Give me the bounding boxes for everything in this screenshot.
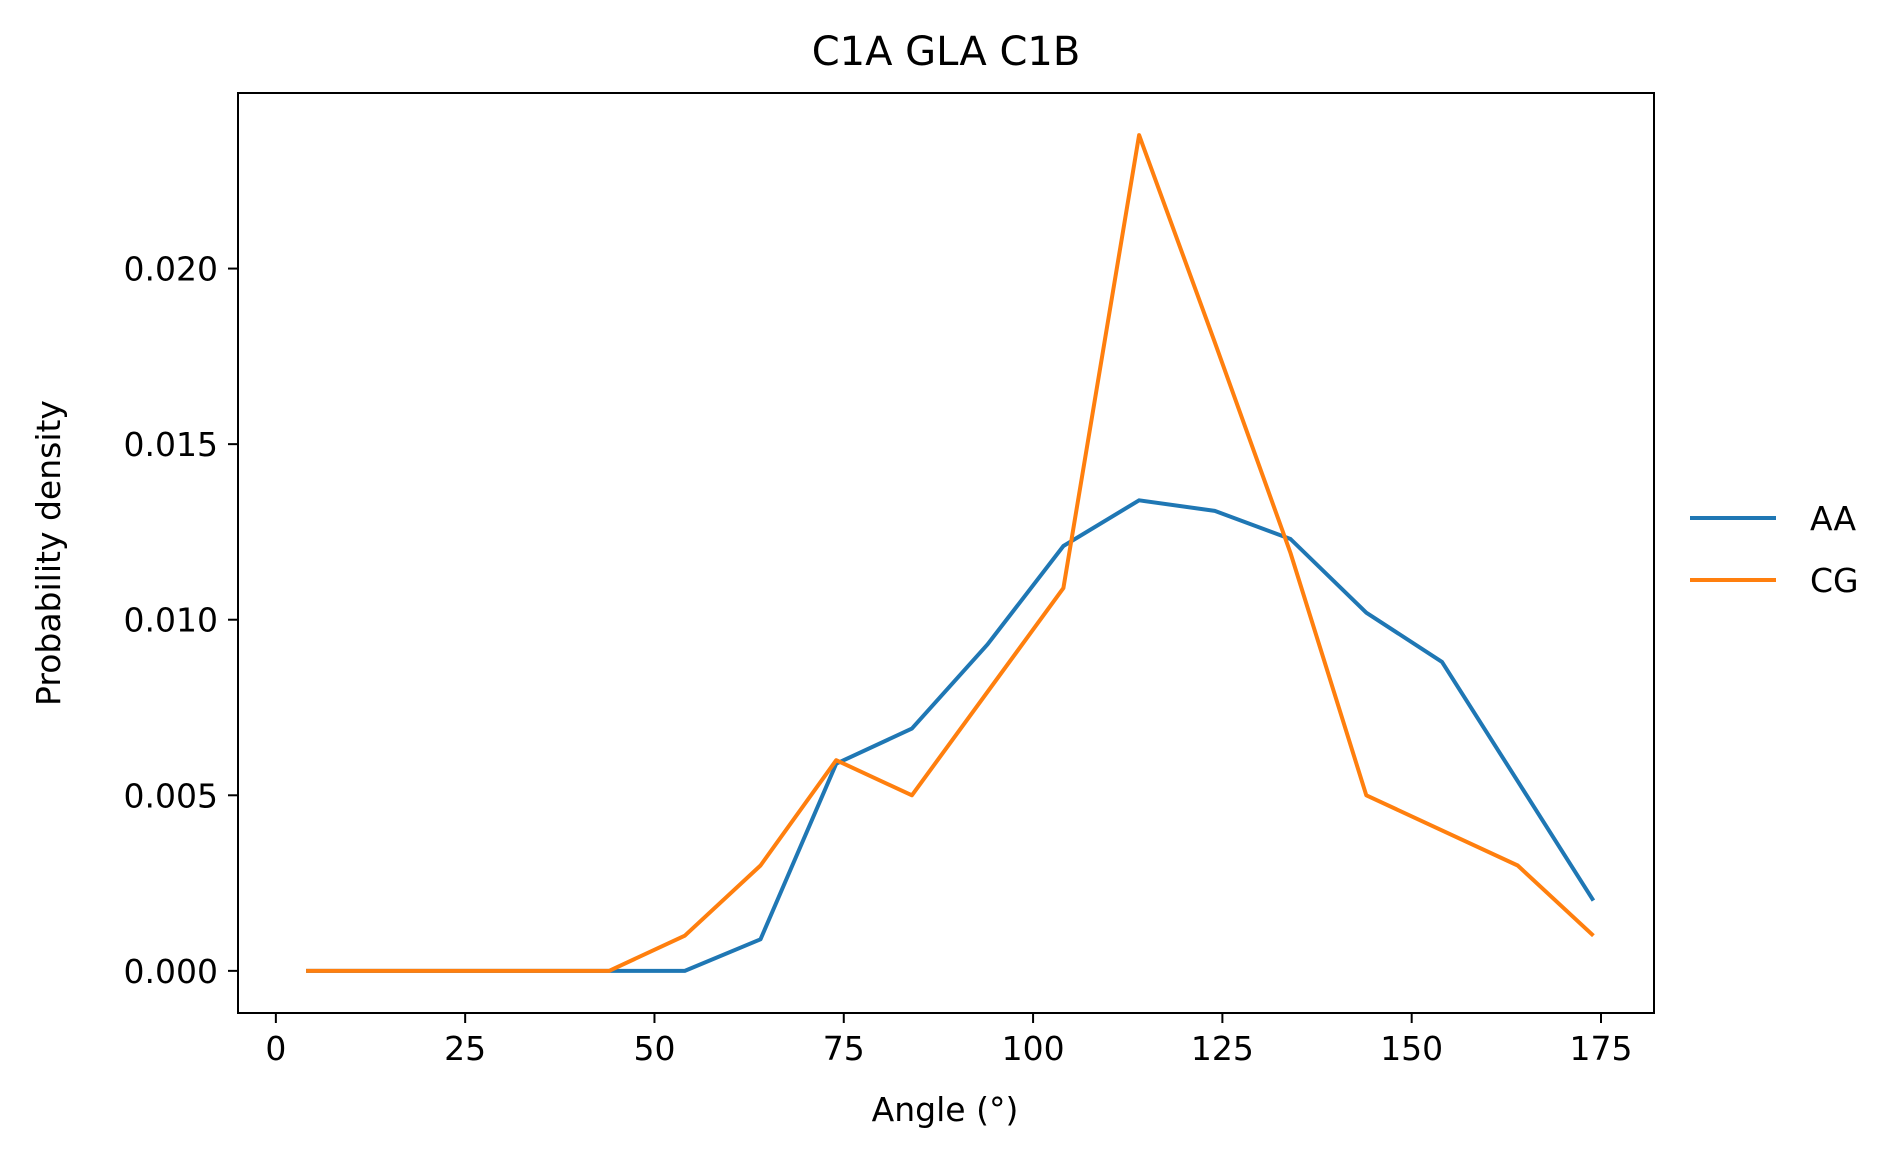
x-tick-label: 75 <box>823 1029 865 1068</box>
x-axis: 0 25 50 75 100 125 150 175 <box>265 1013 1632 1068</box>
y-axis: 0.000 0.005 0.010 0.015 0.020 <box>124 250 238 991</box>
plot-area-frame <box>237 92 1655 1014</box>
chart-title: C1A GLA C1B <box>812 29 1081 75</box>
x-tick-label: 150 <box>1380 1029 1443 1068</box>
y-tick-label: 0.000 <box>124 952 218 991</box>
y-tick-label: 0.015 <box>124 425 218 464</box>
y-tick-label: 0.005 <box>124 776 218 815</box>
x-tick-label: 125 <box>1191 1029 1254 1068</box>
x-axis-label: Angle (°) <box>872 1090 1019 1129</box>
legend-label-aa: AA <box>1810 499 1856 538</box>
x-tick-label: 25 <box>444 1029 486 1068</box>
legend-label-cg: CG <box>1810 561 1859 600</box>
x-tick-label: 175 <box>1569 1029 1632 1068</box>
series-layer <box>306 133 1596 973</box>
legend: AA CG <box>1690 499 1859 600</box>
x-tick-label: 50 <box>633 1029 675 1068</box>
series-line-cg <box>306 133 1595 973</box>
y-axis-label: Probability density <box>29 400 68 706</box>
y-tick-label: 0.010 <box>124 601 218 640</box>
y-tick-label: 0.020 <box>124 250 218 289</box>
x-tick-label: 0 <box>265 1029 286 1068</box>
x-tick-label: 100 <box>1002 1029 1065 1068</box>
